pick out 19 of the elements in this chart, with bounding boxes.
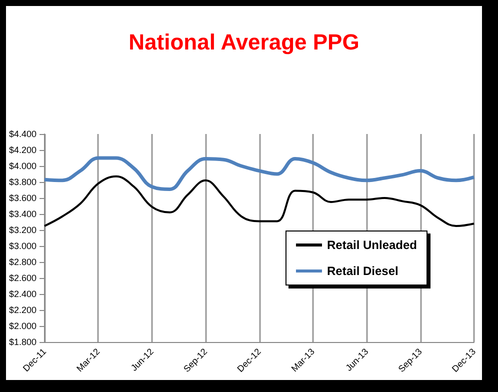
- y-tick-label: $2.600: [8, 273, 37, 283]
- y-tick-label: $3.400: [8, 209, 37, 219]
- chart-title: National Average PPG: [128, 30, 360, 54]
- legend-label: Retail Unleaded: [326, 238, 418, 252]
- y-tick-label: $2.000: [8, 321, 37, 331]
- line-series: [42, 156, 476, 191]
- y-tick-label: $2.800: [8, 257, 37, 267]
- y-tick-label: $4.200: [8, 145, 37, 155]
- y-tick-label: $2.400: [8, 289, 37, 299]
- y-tick-label: $4.000: [8, 161, 37, 171]
- line-series: [44, 175, 475, 227]
- y-tick-label: $4.400: [8, 129, 37, 139]
- y-tick-label: $3.800: [8, 177, 37, 187]
- y-tick-label: $2.200: [8, 305, 37, 315]
- y-tick-label: $3.600: [8, 193, 37, 203]
- y-tick-label: $1.800: [8, 337, 37, 347]
- legend-label: Retail Diesel: [326, 264, 398, 278]
- y-tick-label: $3.000: [8, 241, 37, 251]
- y-tick-label: $3.200: [8, 225, 37, 235]
